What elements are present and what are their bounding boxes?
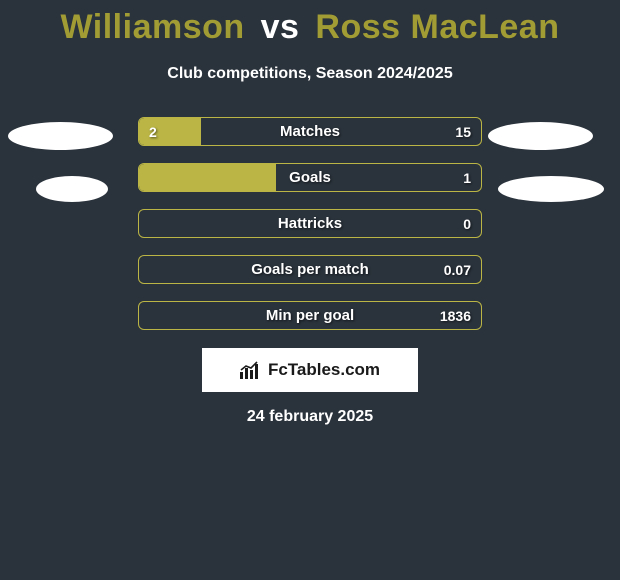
- player2-name: Ross MacLean: [315, 8, 559, 46]
- stat-value-right: 1836: [440, 302, 471, 329]
- subtitle: Club competitions, Season 2024/2025: [0, 65, 620, 83]
- avatar-placeholder: [36, 176, 108, 202]
- player1-name: Williamson: [61, 8, 245, 46]
- stat-value-left: 2: [149, 118, 157, 145]
- stat-value-right: 15: [455, 118, 471, 145]
- stat-value-right: 0.07: [444, 256, 471, 283]
- avatar-placeholder: [488, 122, 593, 150]
- footer-brand-card: FcTables.com: [202, 348, 418, 392]
- snapshot-date: 24 february 2025: [0, 408, 620, 426]
- stat-value-right: 0: [463, 210, 471, 237]
- stat-bar: Hattricks0: [138, 209, 482, 238]
- avatar-placeholder: [498, 176, 604, 202]
- stat-bar: Matches215: [138, 117, 482, 146]
- chart-icon: [240, 361, 262, 379]
- stat-label: Goals per match: [139, 256, 481, 283]
- stat-value-right: 1: [463, 164, 471, 191]
- stat-label: Hattricks: [139, 210, 481, 237]
- bar-fill-left: [139, 164, 276, 191]
- stat-bar: Goals per match0.07: [138, 255, 482, 284]
- stat-bar: Min per goal1836: [138, 301, 482, 330]
- stat-bar: Goals1: [138, 163, 482, 192]
- avatar-placeholder: [8, 122, 113, 150]
- comparison-title: Williamson vs Ross MacLean: [0, 0, 620, 47]
- vs-text: vs: [261, 8, 300, 46]
- brand-text: FcTables.com: [268, 360, 380, 380]
- stat-label: Min per goal: [139, 302, 481, 329]
